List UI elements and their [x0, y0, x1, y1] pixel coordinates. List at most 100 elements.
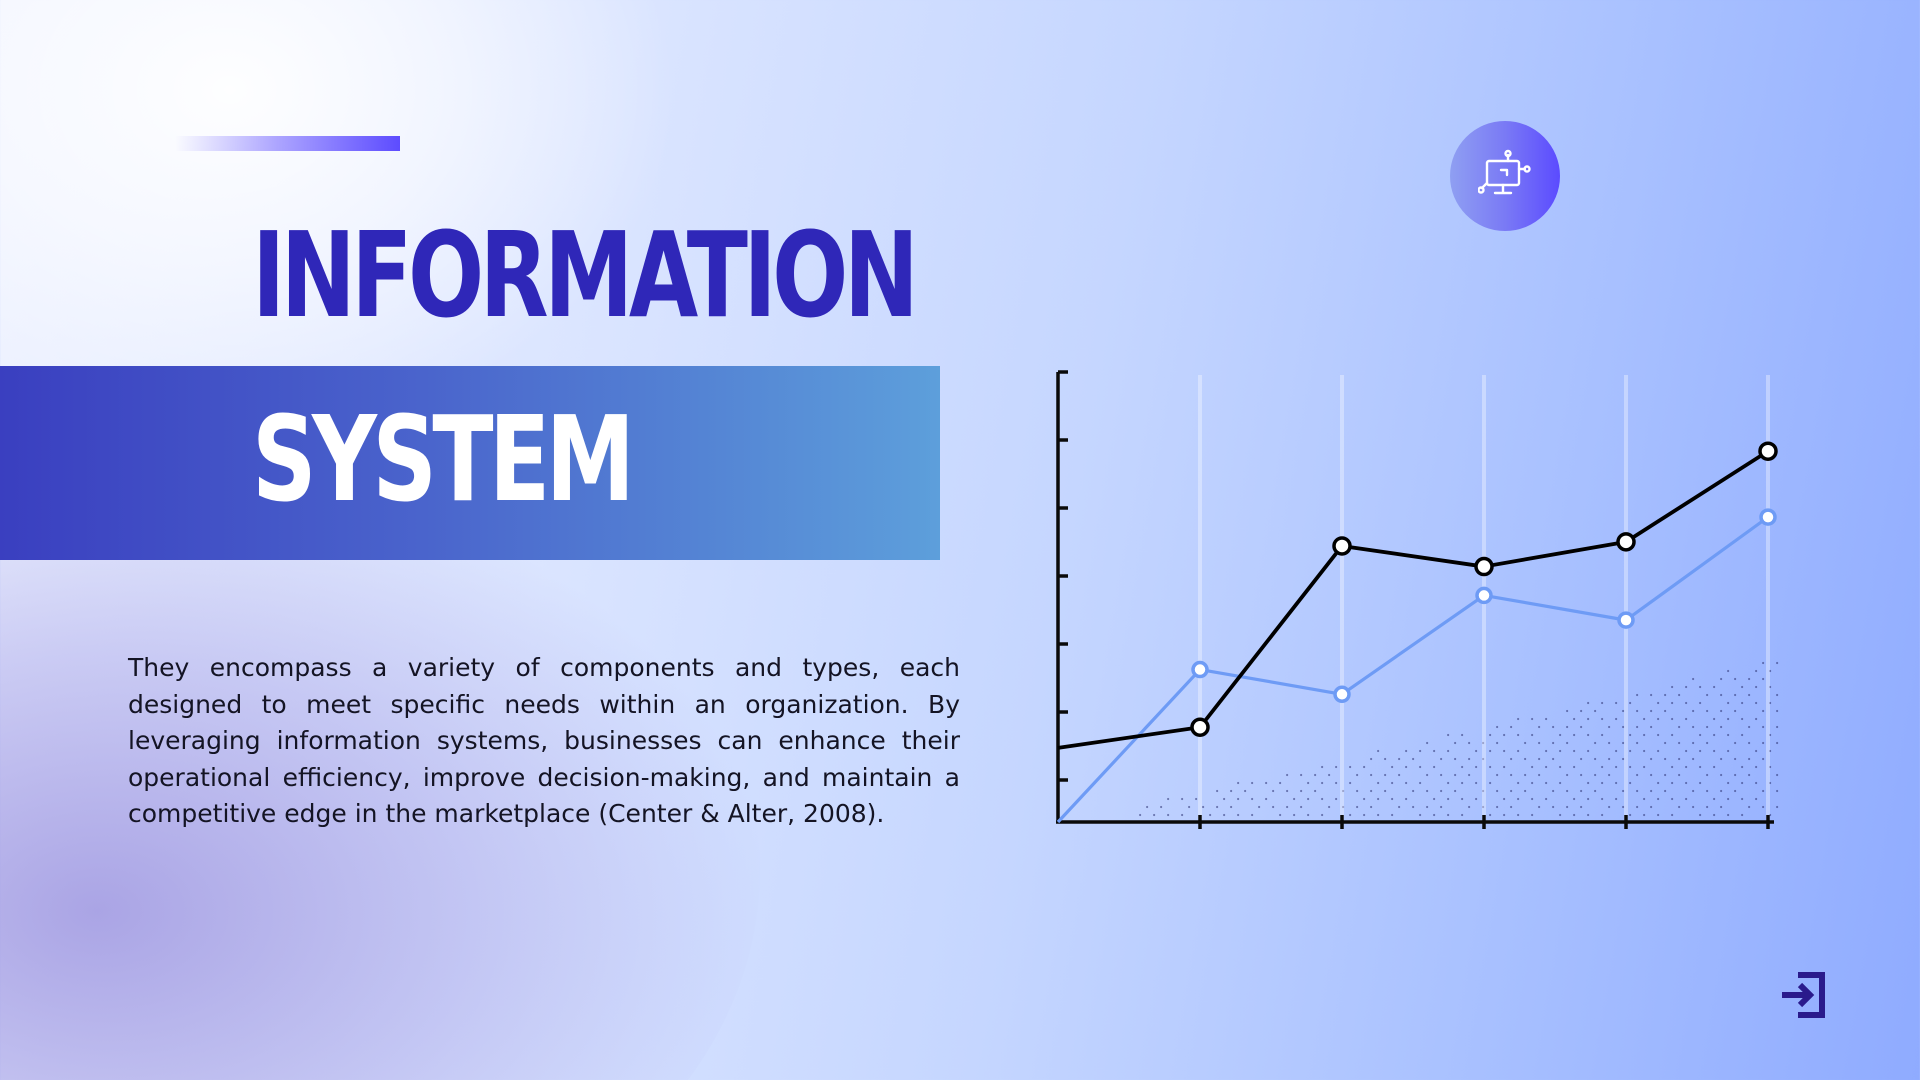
chart-texture-dot: [1580, 757, 1583, 761]
chart-texture-dot: [1545, 717, 1548, 721]
chart-texture-dot: [1587, 797, 1590, 801]
chart-texture-dot: [1573, 717, 1576, 721]
chart-texture-dot: [1643, 749, 1646, 753]
title-band: [0, 366, 940, 560]
chart-texture-dot: [1608, 805, 1611, 809]
chart-texture-dot: [1755, 797, 1758, 801]
chart-texture-dot: [1692, 789, 1695, 793]
chart-texture-dot: [1510, 725, 1513, 729]
chart-texture-dot: [1622, 805, 1625, 809]
chart-texture-dot: [1734, 693, 1737, 697]
chart-texture-dot: [1769, 781, 1772, 785]
chart-texture-dot: [1706, 709, 1709, 713]
series-dark-line: [1057, 449, 1770, 750]
chart-texture-dot: [1300, 805, 1303, 809]
chart-texture-dot: [1419, 813, 1422, 817]
chart-texture-dot: [1657, 797, 1660, 801]
chart-texture-dot: [1559, 765, 1562, 769]
chart-texture-dot: [1692, 677, 1695, 681]
chart-texture-dot: [1195, 797, 1198, 801]
chart-texture-dot: [1762, 661, 1765, 665]
chart-texture-dot: [1552, 789, 1555, 793]
chart-texture-dot: [1531, 813, 1534, 817]
chart-texture-dot: [1671, 717, 1674, 721]
chart-texture-dot: [1510, 757, 1513, 761]
chart-texture-dot: [1734, 677, 1737, 681]
chart-texture-dot: [1377, 749, 1380, 753]
chart-texture-dot: [1538, 773, 1541, 777]
chart-texture-dot: [1587, 717, 1590, 721]
chart-texture-dot: [1440, 773, 1443, 777]
chart-texture-dot: [1146, 805, 1149, 809]
chart-texture-dot: [1629, 733, 1632, 737]
chart-texture-dot: [1566, 805, 1569, 809]
chart-texture-dot: [1286, 805, 1289, 809]
chart-texture-dot: [1587, 813, 1590, 817]
chart-texture-dot: [1762, 805, 1765, 809]
chart-texture-dot: [1580, 725, 1583, 729]
series-light-point: [1475, 586, 1493, 605]
series-dark-point: [1758, 441, 1778, 461]
chart-texture-dot: [1671, 701, 1674, 705]
chart-texture-dot: [1720, 677, 1723, 681]
chart-texture-dot: [1727, 781, 1730, 785]
chart-texture-dot: [1475, 765, 1478, 769]
chart-texture-dot: [1447, 813, 1450, 817]
chart-texture-dot: [1685, 749, 1688, 753]
chart-texture-dot: [1713, 797, 1716, 801]
chart-texture-dot: [1510, 773, 1513, 777]
chart-texture-dot: [1671, 797, 1674, 801]
chart-texture-dot: [1356, 805, 1359, 809]
chart-texture-dot: [1692, 741, 1695, 745]
chart-texture-dot: [1531, 797, 1534, 801]
chart-texture-dot: [1237, 797, 1240, 801]
chart-texture-dot: [1286, 789, 1289, 793]
chart-texture-dot: [1531, 717, 1534, 721]
sign-in-arrow-icon[interactable]: [1778, 970, 1828, 1020]
chart-texture-dot: [1650, 693, 1653, 697]
chart-texture-dot: [1391, 765, 1394, 769]
chart-texture-dot: [1643, 813, 1646, 817]
chart-texture-dot: [1776, 773, 1779, 777]
chart-texture-dot: [1153, 813, 1156, 817]
chart-texture-dot: [1335, 781, 1338, 785]
chart-texture-dot: [1321, 797, 1324, 801]
chart-texture-dot: [1188, 805, 1191, 809]
chart-texture-dot: [1699, 765, 1702, 769]
series-dark-point: [1190, 717, 1210, 737]
chart-texture-dot: [1538, 805, 1541, 809]
chart-texture-dot: [1776, 805, 1779, 809]
chart-texture-dot: [1769, 701, 1772, 705]
series-dark-point: [1332, 536, 1352, 556]
chart-texture-dot: [1279, 781, 1282, 785]
chart-texture-dot: [1237, 813, 1240, 817]
chart-texture-dot: [1279, 813, 1282, 817]
chart-texture-dot: [1517, 733, 1520, 737]
chart-texture-dot: [1335, 765, 1338, 769]
chart-texture-dot: [1769, 765, 1772, 769]
chart-texture-dot: [1447, 797, 1450, 801]
chart-texture-dot: [1692, 709, 1695, 713]
chart-texture-dot: [1727, 797, 1730, 801]
chart-texture-dot: [1461, 765, 1464, 769]
chart-texture-dot: [1412, 757, 1415, 761]
chart-texture-dot: [1678, 693, 1681, 697]
chart-texture-dot: [1475, 797, 1478, 801]
chart-texture-dot: [1426, 773, 1429, 777]
chart-texture-dot: [1587, 749, 1590, 753]
chart-texture-dot: [1622, 725, 1625, 729]
chart-texture-dot: [1314, 773, 1317, 777]
chart-texture-dot: [1573, 749, 1576, 753]
chart-texture-dot: [1566, 789, 1569, 793]
chart-texture-dot: [1454, 741, 1457, 745]
chart-texture-dot: [1538, 725, 1541, 729]
chart-texture-dot: [1419, 749, 1422, 753]
line-chart: [1056, 370, 1779, 829]
chart-texture-dot: [1272, 805, 1275, 809]
chart-texture-dot: [1251, 781, 1254, 785]
chart-texture-dot: [1496, 789, 1499, 793]
chart-texture-dot: [1678, 757, 1681, 761]
chart-texture-dot: [1755, 685, 1758, 689]
chart-texture-dot: [1769, 749, 1772, 753]
chart-texture-dot: [1538, 741, 1541, 745]
